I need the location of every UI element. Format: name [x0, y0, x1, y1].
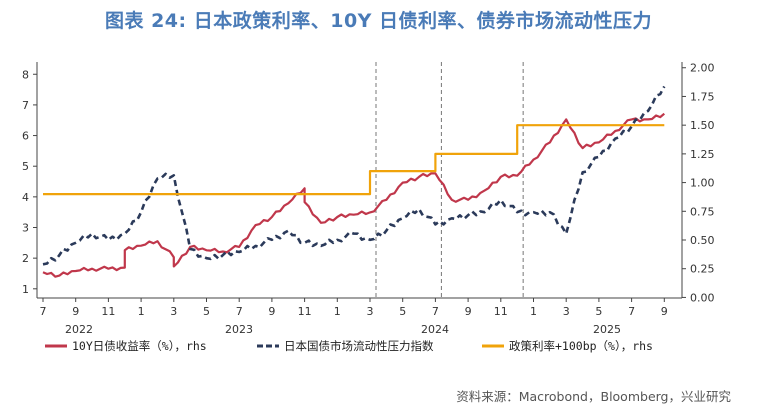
y-right-tick-label: 1.00: [690, 177, 715, 190]
x-tick-label: 11: [298, 305, 312, 318]
x-tick-label: 1: [530, 305, 537, 318]
y-left-tick-label: 6: [22, 130, 29, 143]
x-tick-label: 3: [170, 305, 177, 318]
x-tick-label: 3: [563, 305, 570, 318]
legend-label-2: 政策利率+100bp（%），rhs: [509, 339, 653, 353]
y-right-tick-label: 1.50: [690, 119, 715, 132]
x-tick-label: 9: [465, 305, 472, 318]
y-left-tick-label: 1: [22, 283, 29, 296]
x-tick-label: 9: [661, 305, 668, 318]
legend: 10Y日债收益率（%），rhs 日本国债市场流动性压力指数 政策利率+100bp（%…: [45, 339, 653, 353]
y-left-tick-label: 3: [22, 222, 29, 235]
chart-title: 图表 24: 日本政策利率、10Y 日债利率、债券市场流动性压力: [104, 10, 653, 32]
legend-label-0: 10Y日债收益率（%），rhs: [72, 339, 207, 353]
x-tick-label: 5: [595, 305, 602, 318]
y-right-tick-label: 1.25: [690, 148, 715, 161]
y-left-tick-label: 4: [22, 191, 29, 204]
x-year-label: 2025: [593, 323, 621, 336]
x-year-label: 2023: [225, 323, 253, 336]
x-tick-label: 7: [432, 305, 439, 318]
legend-label-1: 日本国债市场流动性压力指数: [284, 339, 434, 353]
y-right-tick-label: 0.50: [690, 234, 715, 247]
y-left-tick-label: 7: [22, 99, 29, 112]
x-tick-label: 11: [494, 305, 508, 318]
plot-area: [42, 62, 666, 298]
x-tick-label: 7: [236, 305, 243, 318]
x-tick-label: 1: [138, 305, 145, 318]
x-tick-label: 5: [399, 305, 406, 318]
y-right-tick-label: 0.75: [690, 205, 715, 218]
y-right-tick-label: 1.75: [690, 90, 715, 103]
x-tick-label: 3: [367, 305, 374, 318]
series-line-1: [42, 85, 666, 266]
y-right-tick-label: 0.00: [690, 291, 715, 304]
series-line-2: [43, 124, 665, 196]
axes: 1 2 3 4 5 6 7 8 0.00 0.25 0.50 0.75 1.00 1.25 1.50 1.75…: [22, 62, 715, 336]
x-tick-label: 11: [101, 305, 115, 318]
x-tick-label: 7: [40, 305, 47, 318]
y-left-tick-label: 2: [22, 252, 29, 265]
x-tick-label: 5: [203, 305, 210, 318]
x-year-label: 2022: [65, 323, 93, 336]
y-left-tick-label: 8: [22, 68, 29, 81]
x-tick-label: 1: [334, 305, 341, 318]
x-tick-label: 9: [72, 305, 79, 318]
series-line-0: [42, 112, 666, 278]
x-tick-label: 9: [268, 305, 275, 318]
y-left-tick-label: 5: [22, 160, 29, 173]
source-note: 资料来源：Macrobond，Bloomberg，兴业研究: [456, 389, 731, 404]
x-tick-label: 7: [628, 305, 635, 318]
x-year-label: 2024: [421, 323, 449, 336]
y-right-tick-label: 2.00: [690, 62, 715, 75]
y-right-tick-label: 0.25: [690, 263, 715, 276]
